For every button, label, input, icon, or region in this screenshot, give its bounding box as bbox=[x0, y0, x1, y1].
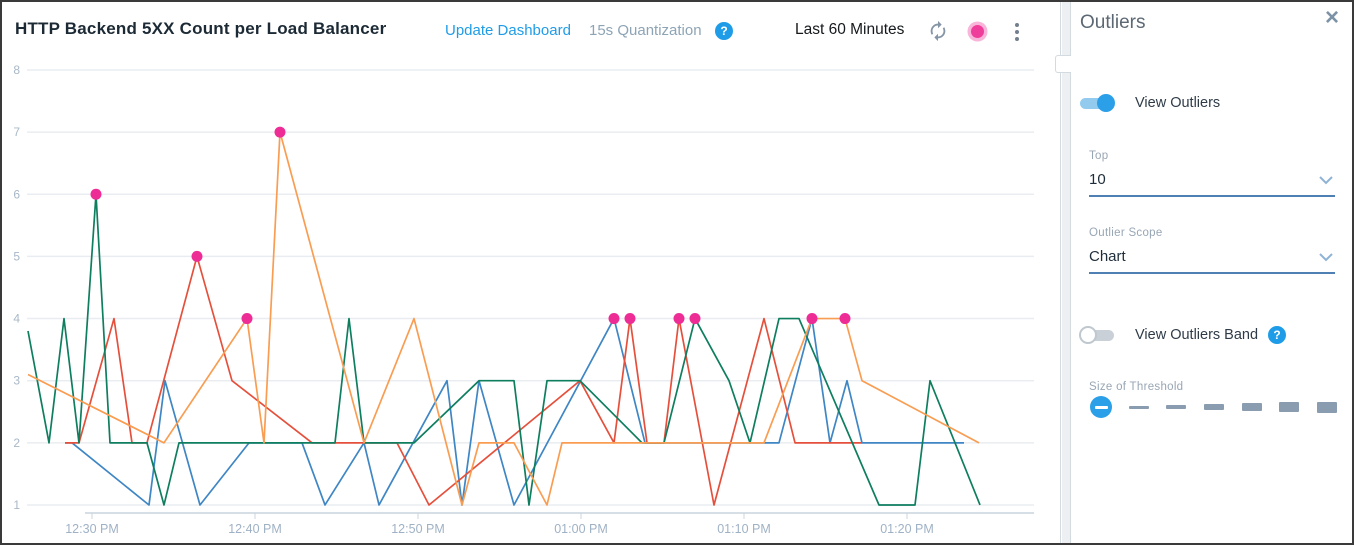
threshold-bar-icon bbox=[1128, 405, 1149, 409]
x-tick-label: 01:20 PM bbox=[880, 522, 934, 536]
chevron-down-icon bbox=[1319, 253, 1333, 262]
outlier-dot[interactable] bbox=[241, 313, 253, 325]
view-outliers-label: View Outliers bbox=[1135, 95, 1221, 111]
threshold-option-1[interactable] bbox=[1127, 395, 1151, 419]
view-outliers-band-row: View Outliers Band ? bbox=[1079, 326, 1287, 344]
timeseries-chart[interactable]: 8 7 6 5 4 3 2 1 12:30 PM 12:40 PM 12:50 PM 01:00 PM… bbox=[2, 2, 1061, 543]
outlier-dot[interactable] bbox=[608, 313, 620, 325]
chart-color-indicator-icon[interactable] bbox=[971, 25, 984, 38]
threshold-bar-icon bbox=[1241, 403, 1262, 411]
top-select[interactable]: Top 10 bbox=[1089, 150, 1335, 197]
top-underline bbox=[1089, 195, 1335, 197]
outlier-dot[interactable] bbox=[624, 313, 636, 325]
outlier-dot[interactable] bbox=[191, 250, 203, 262]
outlier-scope-underline bbox=[1089, 272, 1335, 274]
outlier-dot[interactable] bbox=[274, 126, 286, 138]
time-range-selector[interactable]: Last 60 Minutes bbox=[795, 21, 905, 38]
threshold-bar-icon bbox=[1316, 401, 1337, 413]
view-outliers-row: View Outliers bbox=[1080, 94, 1220, 112]
y-tick-label: 8 bbox=[13, 63, 20, 77]
y-tick-label: 3 bbox=[13, 374, 20, 388]
refresh-icon bbox=[930, 20, 946, 42]
x-tick-label: 01:10 PM bbox=[717, 522, 771, 536]
top-label: Top bbox=[1089, 150, 1109, 162]
outlier-dot[interactable] bbox=[689, 313, 701, 325]
threshold-selected-icon bbox=[1090, 396, 1112, 418]
chevron-down-icon bbox=[1319, 176, 1333, 185]
y-tick-label: 6 bbox=[13, 187, 20, 201]
outlier-dot[interactable] bbox=[806, 313, 818, 325]
x-tick-label: 01:00 PM bbox=[554, 522, 608, 536]
x-tick-label: 12:40 PM bbox=[228, 522, 282, 536]
threshold-option-2[interactable] bbox=[1164, 395, 1188, 419]
x-tick-label: 12:50 PM bbox=[391, 522, 445, 536]
size-of-threshold-label: Size of Threshold bbox=[1089, 381, 1184, 393]
outliers-panel: Outliers × View Outliers Top 10 Outlier … bbox=[1070, 2, 1352, 543]
quantization-help-icon[interactable]: ? bbox=[715, 22, 733, 40]
update-dashboard-link[interactable]: Update Dashboard bbox=[445, 22, 571, 39]
panel-gutter bbox=[1062, 2, 1070, 543]
chart-title: HTTP Backend 5XX Count per Load Balancer bbox=[15, 19, 387, 38]
refresh-button[interactable] bbox=[927, 20, 949, 42]
threshold-bar-icon bbox=[1203, 404, 1224, 410]
threshold-bar-icon bbox=[1279, 402, 1300, 412]
x-tick-label: 12:30 PM bbox=[65, 522, 119, 536]
top-value: 10 bbox=[1089, 171, 1106, 188]
view-outliers-band-label: View Outliers Band bbox=[1135, 327, 1259, 343]
threshold-option-4[interactable] bbox=[1240, 395, 1264, 419]
threshold-bar-icon bbox=[1166, 405, 1187, 409]
threshold-option-3[interactable] bbox=[1202, 395, 1226, 419]
y-tick-label: 4 bbox=[13, 312, 20, 326]
threshold-option-6[interactable] bbox=[1315, 395, 1339, 419]
close-icon[interactable]: × bbox=[1324, 4, 1339, 31]
view-outliers-toggle[interactable] bbox=[1080, 94, 1118, 112]
outlier-scope-label: Outlier Scope bbox=[1089, 227, 1163, 239]
y-tick-label: 1 bbox=[13, 498, 20, 512]
series-line-load-balancer-orange bbox=[27, 131, 980, 506]
threshold-option-selected[interactable] bbox=[1089, 395, 1113, 419]
outlier-scope-value: Chart bbox=[1089, 248, 1126, 265]
outlier-dot[interactable] bbox=[839, 313, 851, 325]
outlier-scope-select[interactable]: Outlier Scope Chart bbox=[1089, 227, 1335, 274]
y-tick-label: 7 bbox=[13, 125, 20, 139]
size-of-threshold-options bbox=[1089, 395, 1339, 419]
panel-title: Outliers bbox=[1080, 12, 1146, 33]
chart-panel: 8 7 6 5 4 3 2 1 12:30 PM 12:40 PM 12:50 PM 01:00 PM… bbox=[2, 2, 1061, 543]
series-line-load-balancer-green bbox=[27, 193, 981, 506]
panel-notch bbox=[1055, 55, 1071, 73]
y-tick-label: 2 bbox=[13, 436, 20, 450]
y-tick-label: 5 bbox=[13, 249, 20, 263]
series-line-load-balancer-blue bbox=[65, 317, 964, 506]
threshold-option-5[interactable] bbox=[1277, 395, 1301, 419]
view-outliers-band-toggle[interactable] bbox=[1079, 326, 1118, 344]
kebab-menu-icon[interactable] bbox=[1013, 21, 1021, 43]
band-help-icon[interactable]: ? bbox=[1268, 326, 1287, 344]
outlier-dot[interactable] bbox=[673, 313, 685, 325]
outlier-dot[interactable] bbox=[90, 188, 102, 200]
quantization-selector[interactable]: 15s Quantization bbox=[589, 22, 702, 39]
